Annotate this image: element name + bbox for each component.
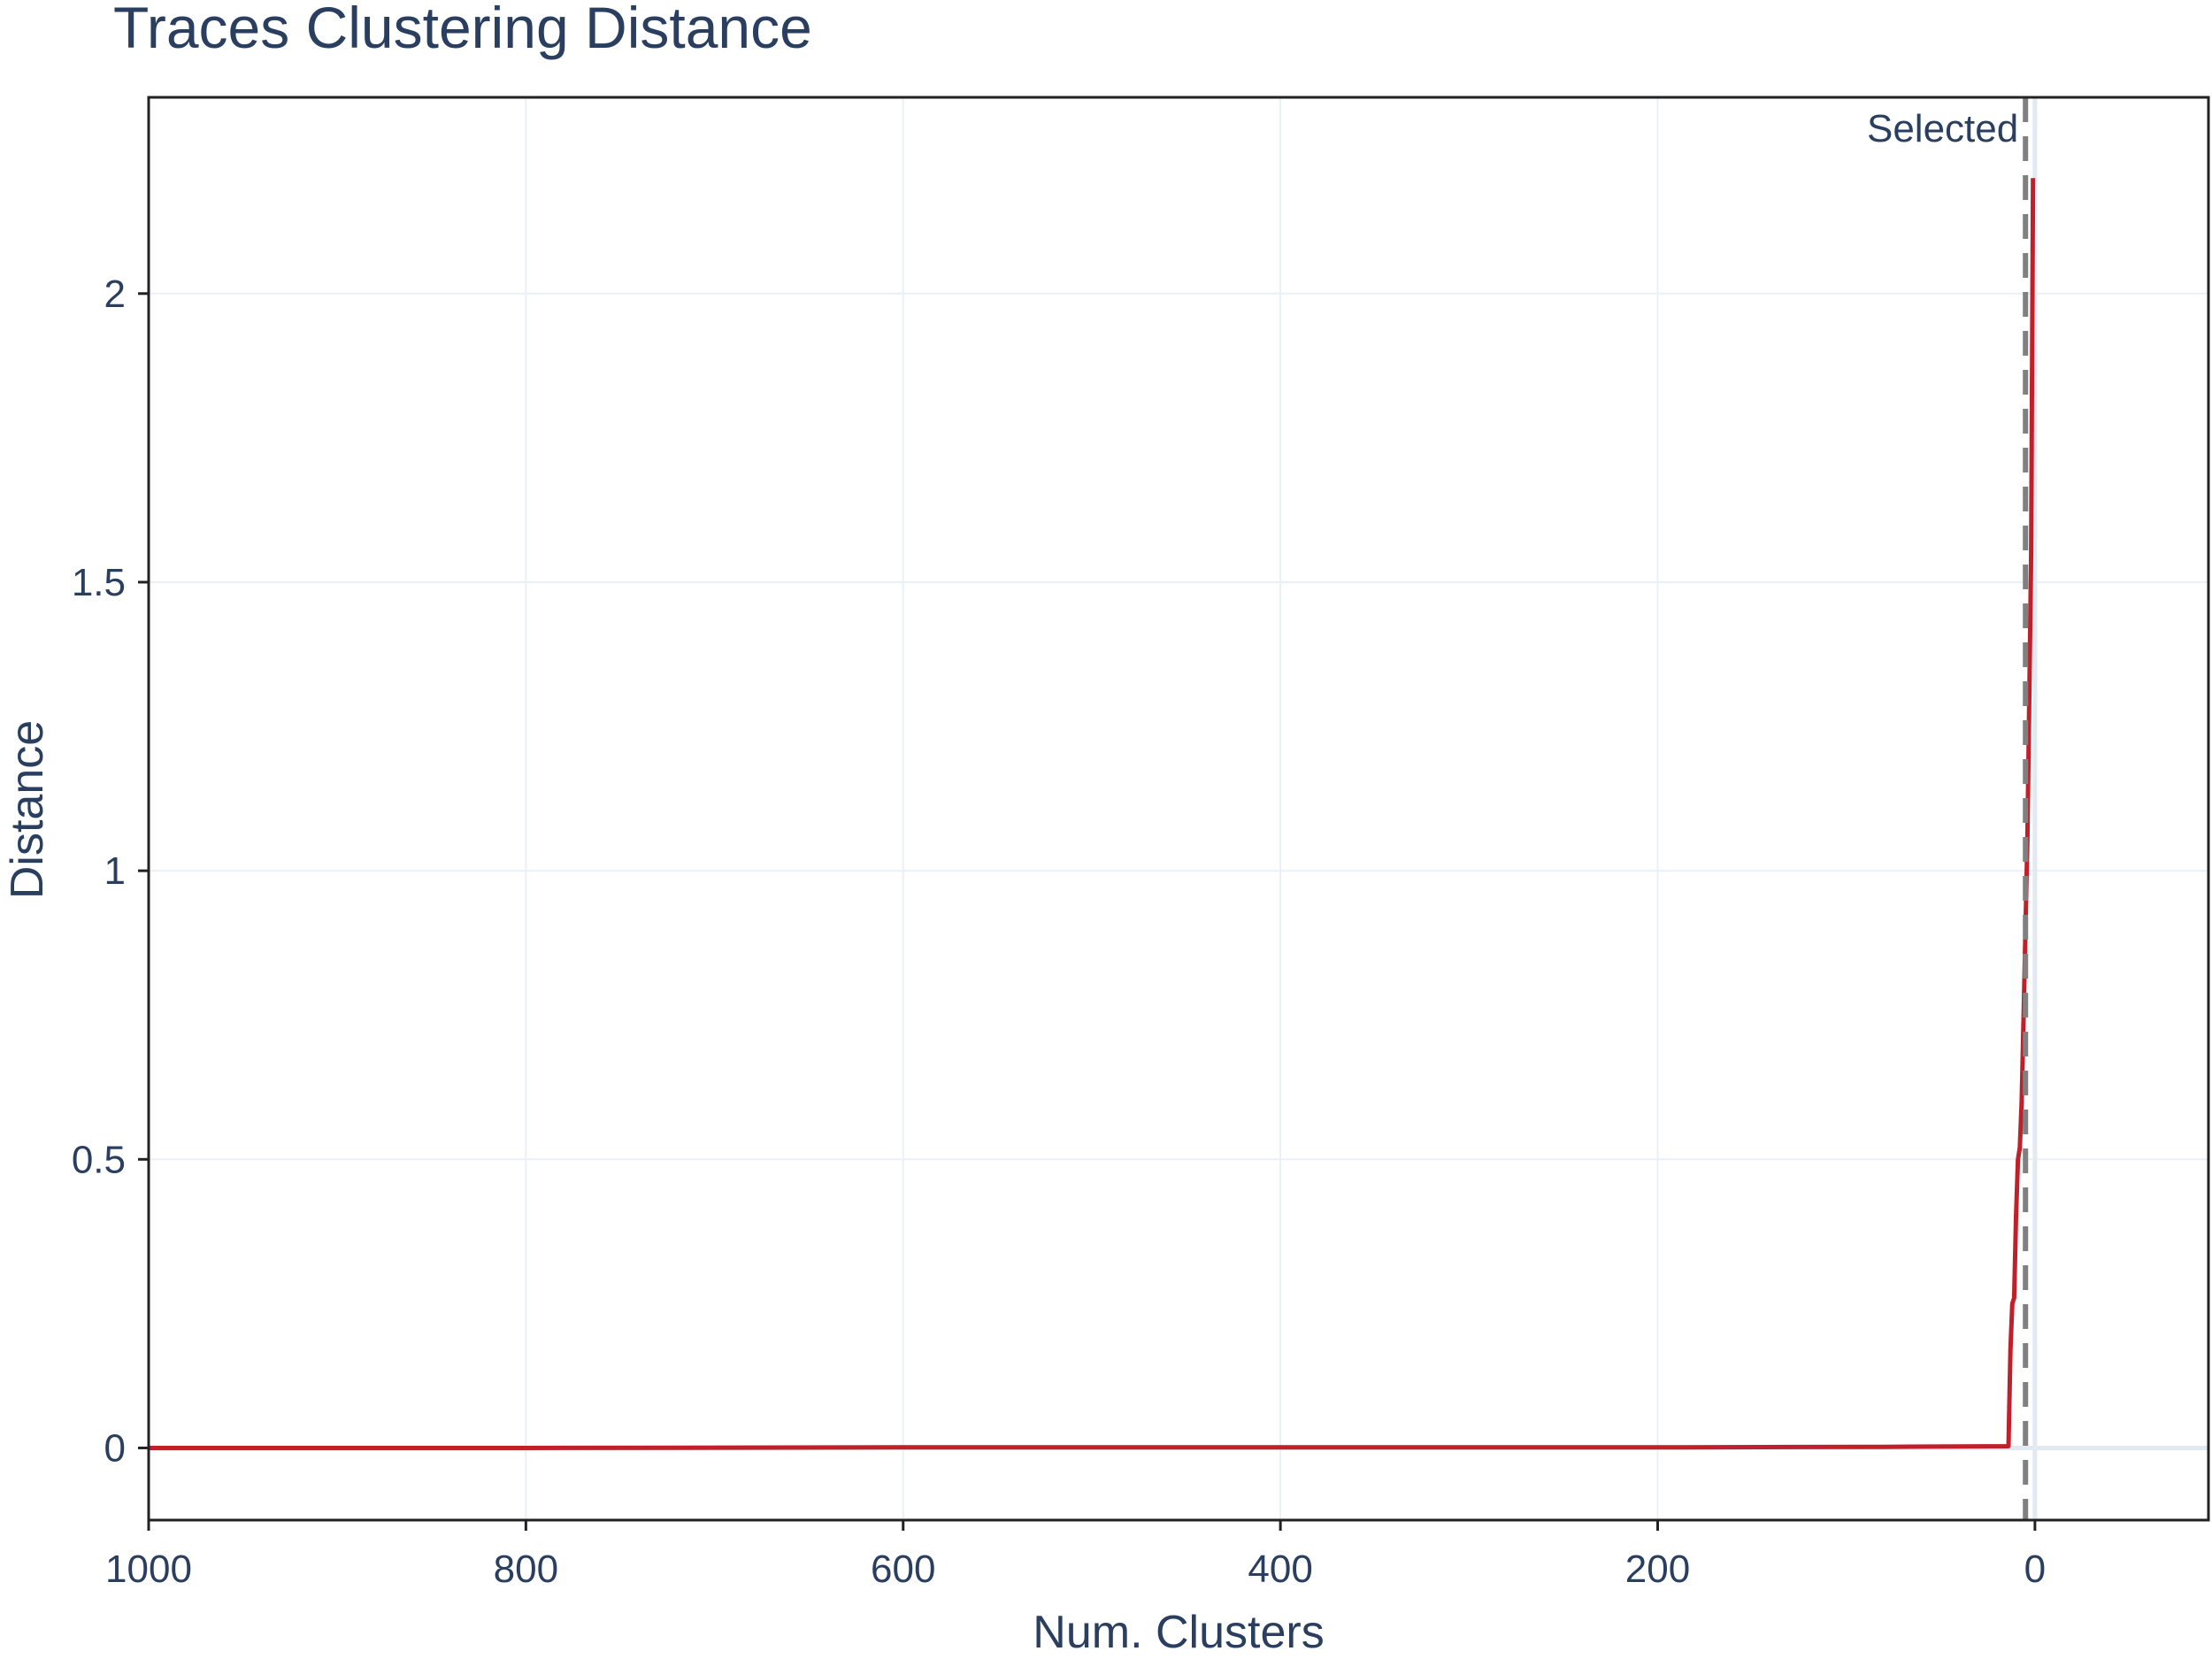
grid [148,97,2208,1520]
x-tick-label: 1000 [105,1548,192,1591]
x-tick-label: 400 [1248,1548,1312,1591]
x-axis: 1000 800 600 400 200 0 [105,1520,2046,1591]
y-tick-label: 0.5 [72,1138,126,1181]
selected-line-layer: Selected [1867,97,2029,1520]
x-tick-label: 0 [2024,1548,2046,1591]
y-tick-label: 1.5 [72,561,126,604]
distance-series-line [149,178,2036,1450]
y-tick-label: 1 [104,849,126,893]
x-axis-title: Num. Clusters [1033,1607,1324,1658]
y-axis: 0 0.5 1 1.5 2 [72,273,149,1470]
x-tick-label: 200 [1625,1548,1690,1591]
x-tick-label: 800 [494,1548,558,1591]
x-tick-label: 600 [871,1548,935,1591]
selected-label: Selected [1867,107,2018,150]
zero-lines [149,97,2208,1520]
y-axis-title: Distance [2,720,53,899]
y-tick-label: 2 [104,273,126,316]
plot-frame [147,96,2210,1522]
chart-title: Traces Clustering Distance [113,0,812,60]
y-tick-label: 0 [104,1426,126,1470]
series-layer [149,178,2036,1450]
